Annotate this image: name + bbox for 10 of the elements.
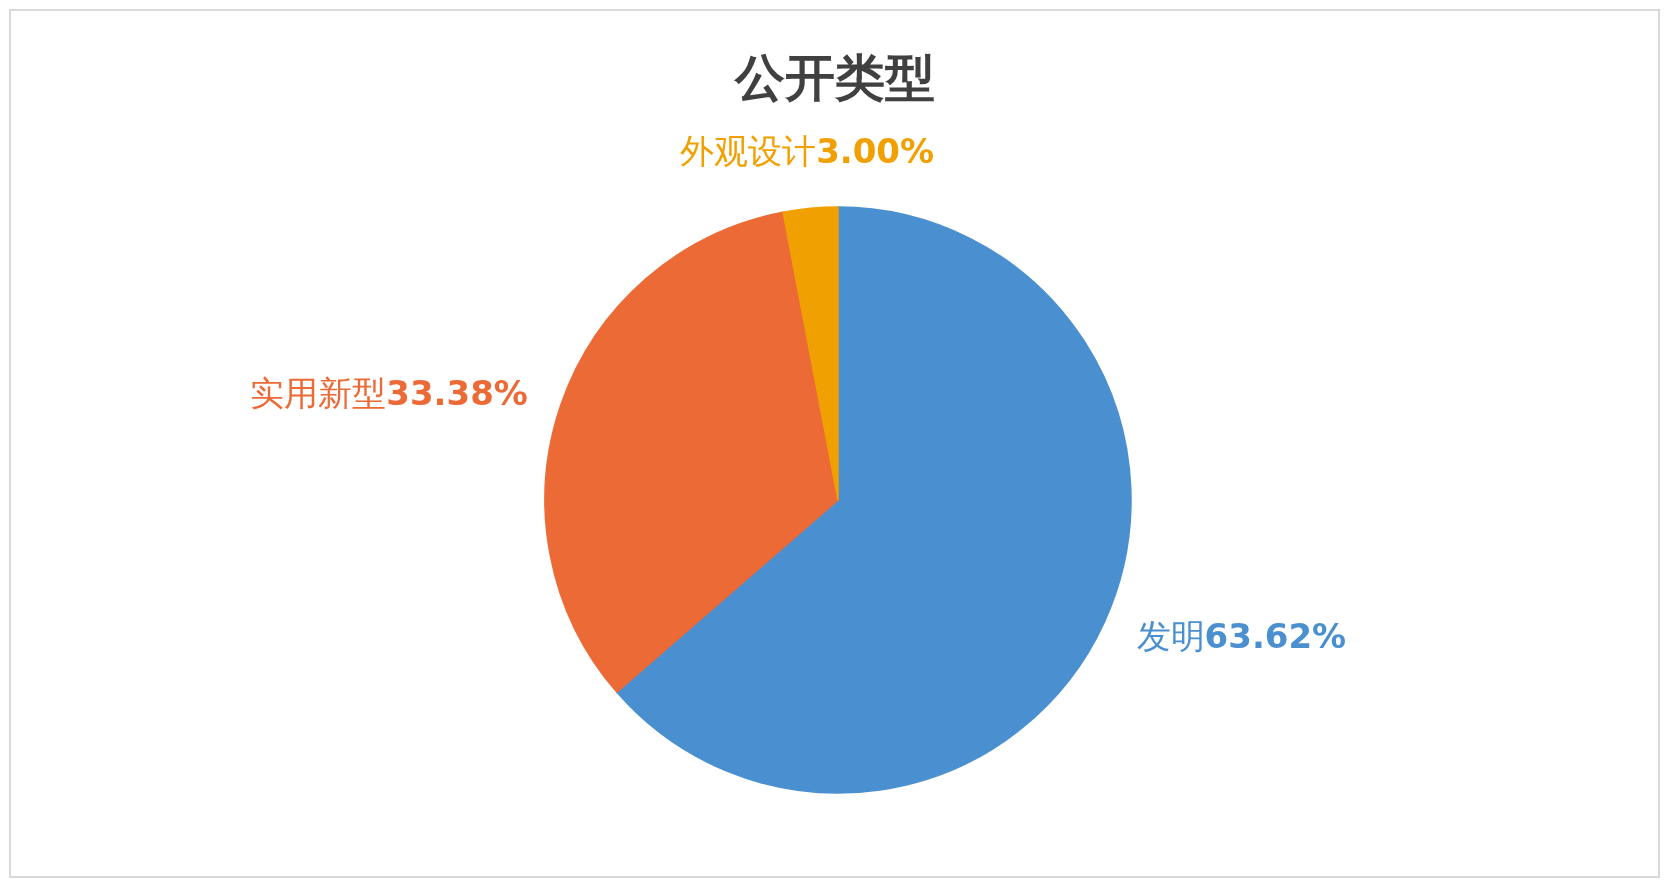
pie-slice [544,211,839,693]
slice-label: 外观设计 [680,131,817,172]
chart-title: 公开类型 [732,49,935,107]
data-label: 3.00% [816,131,935,172]
data-label: 33.38% [386,372,528,413]
pie-slice [782,206,839,501]
pie-slice [616,206,1132,794]
slice-label: 发明 [1136,616,1205,657]
slice-label: 实用新型 [250,372,387,413]
data-label: 63.62% [1204,616,1347,657]
